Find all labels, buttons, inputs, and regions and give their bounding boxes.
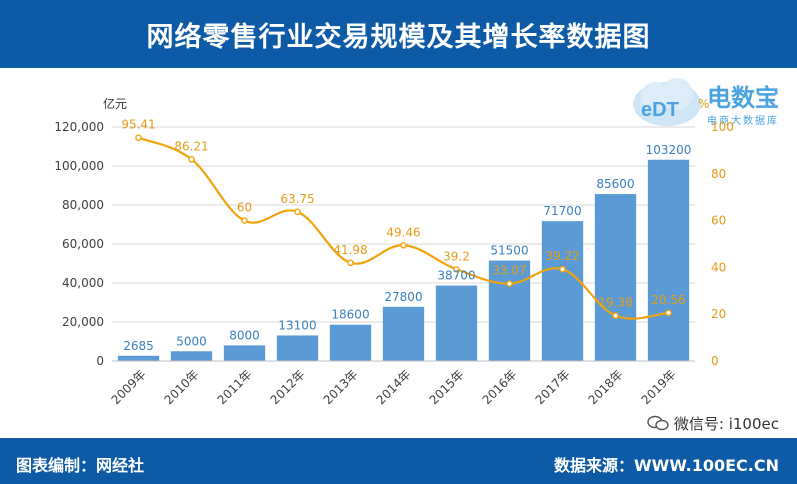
line-value-label: 39.2	[443, 249, 470, 263]
line-point	[294, 208, 301, 216]
y2-tick-label: 80	[711, 167, 726, 181]
line-point	[665, 309, 672, 317]
cloud-logo-icon: eDT	[633, 78, 701, 126]
line-point	[241, 217, 248, 224]
x-tick-label: 2018年	[586, 367, 626, 407]
y2-tick-label: 40	[711, 260, 726, 274]
bar	[276, 335, 319, 361]
line-point	[347, 259, 354, 267]
line-point	[188, 155, 195, 163]
line-point	[400, 241, 407, 249]
x-tick-label: 2014年	[374, 367, 414, 407]
wechat-watermark: 微信号: i100ec	[642, 411, 783, 435]
chart-title: 网络零售行业交易规模及其增长率数据图	[146, 21, 651, 53]
x-tick-label: 2016年	[480, 367, 520, 407]
bar	[541, 221, 584, 361]
y-tick-label: 60,000	[62, 237, 104, 251]
line-point	[612, 312, 619, 319]
bar-value-label: 103200	[646, 143, 692, 157]
y2-tick-label: 20	[711, 307, 726, 321]
x-tick-label: 2009年	[109, 367, 149, 407]
edt-logo: eDT 电数宝 电商大数据库	[627, 74, 797, 134]
bar-value-label: 8000	[229, 328, 260, 342]
y2-tick-label: 60	[711, 214, 726, 228]
chart-footer: 图表编制：网经社 数据来源：WWW.100EC.CN	[0, 438, 797, 484]
line-value-label: 63.75	[280, 192, 314, 206]
line-value-label: 49.46	[386, 225, 420, 239]
line-point	[135, 134, 142, 142]
line-value-label: 41.98	[333, 243, 367, 257]
bar	[435, 285, 478, 361]
y-axis-label: 亿元	[103, 96, 127, 111]
bar	[488, 260, 531, 361]
x-tick-label: 2011年	[215, 367, 255, 407]
line-value-label: 33.07	[492, 264, 526, 278]
bar-value-label: 13100	[278, 318, 316, 332]
y-tick-label: 40,000	[62, 276, 104, 290]
x-tick-label: 2019年	[639, 367, 679, 407]
y-tick-label: 0	[96, 354, 104, 368]
line-value-label: 86.21	[174, 139, 208, 153]
line-value-label: 19.38	[598, 296, 632, 310]
bar-value-label: 2685	[123, 339, 154, 353]
x-tick-label: 2012年	[268, 367, 308, 407]
line-point	[453, 265, 460, 273]
y2-axis-label: %	[698, 97, 709, 111]
wechat-icon	[647, 415, 669, 431]
chart-header: 网络零售行业交易规模及其增长率数据图	[0, 0, 797, 68]
bar-value-label: 5000	[176, 334, 207, 348]
x-tick-label: 2017年	[533, 367, 573, 407]
line-value-label: 60	[237, 201, 252, 215]
line-value-label: 95.41	[121, 118, 155, 132]
combo-chart: 亿元 % 2685 5000 800013100186002780038700515…	[54, 96, 734, 407]
line-value-label: 20.56	[651, 293, 685, 307]
x-tick-label: 2013年	[321, 367, 361, 407]
wechat-id: 微信号: i100ec	[673, 414, 779, 433]
y2-tick-label: 0	[711, 354, 719, 368]
bar	[594, 194, 637, 361]
y-tick-label: 120,000	[54, 120, 104, 134]
bar	[117, 355, 160, 361]
bar	[647, 159, 690, 361]
logo-text: 电数宝	[707, 84, 779, 112]
x-tick-label: 2010年	[162, 367, 202, 407]
footer-source-editor: 图表编制：网经社	[16, 456, 145, 475]
y2-tick-label: 100	[711, 120, 734, 134]
bar-value-label: 51500	[490, 244, 528, 258]
bar-value-label: 18600	[331, 308, 369, 322]
line-point	[506, 280, 513, 287]
bar	[223, 345, 266, 361]
bar	[382, 306, 425, 361]
logo-subtitle: 电商大数据库	[707, 116, 779, 127]
bar-value-label: 85600	[596, 177, 634, 191]
line-value-label: 39.22	[545, 249, 579, 263]
bar-value-label: 38700	[437, 269, 475, 283]
bar-value-label: 27800	[384, 290, 422, 304]
y-tick-label: 100,000	[54, 159, 104, 173]
bar-value-label: 71700	[543, 204, 581, 218]
line-point	[559, 265, 566, 273]
svg-text:eDT: eDT	[641, 99, 679, 121]
footer-data-source: 数据来源：WWW.100EC.CN	[553, 456, 779, 475]
x-tick-label: 2015年	[427, 367, 467, 407]
bar	[170, 351, 213, 361]
y-tick-label: 20,000	[62, 315, 104, 329]
bar	[329, 324, 372, 361]
y-tick-label: 80,000	[62, 198, 104, 212]
